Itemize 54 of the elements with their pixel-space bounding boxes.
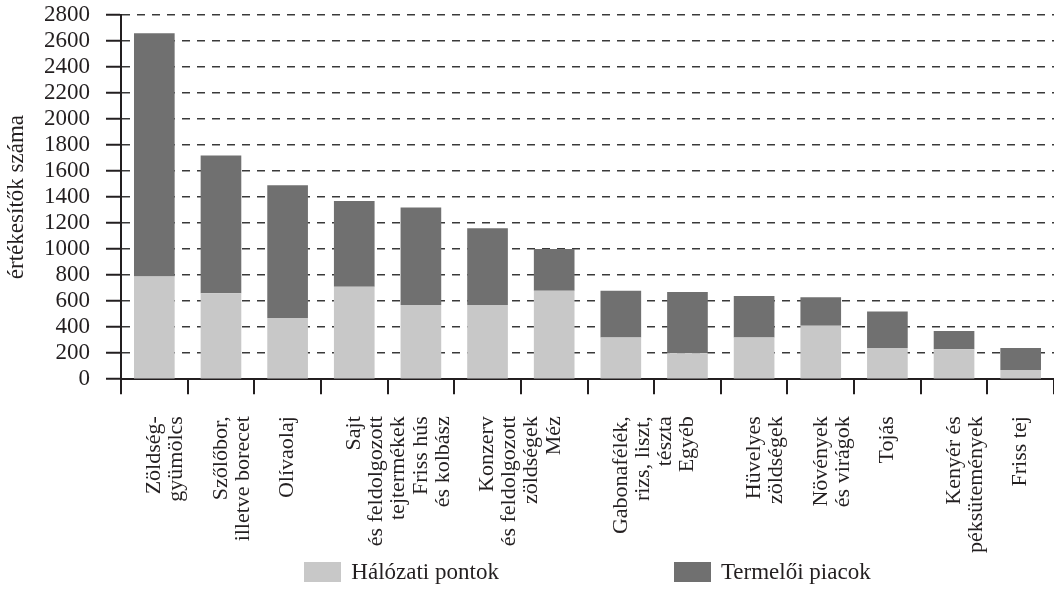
- bar: [134, 276, 175, 379]
- y-tick-label: 2000: [44, 105, 90, 131]
- y-axis-title: értékesítők száma: [2, 115, 28, 280]
- bar: [200, 155, 242, 294]
- bar: [667, 353, 708, 379]
- y-tick-label: 2800: [44, 1, 90, 27]
- bar: [467, 305, 508, 379]
- bar: [333, 200, 375, 287]
- bar: [134, 33, 175, 277]
- x-tick-label: Friss tej: [1006, 416, 1032, 487]
- y-tick-label: 400: [55, 313, 90, 339]
- bar: [400, 207, 442, 306]
- y-tick-label: 1400: [44, 183, 90, 209]
- x-tick-label: Hüvelyes zöldségek: [739, 416, 787, 505]
- bar: [467, 228, 508, 306]
- bar: [400, 305, 442, 379]
- bar: [333, 286, 375, 379]
- legend-label: Hálózati pontok: [351, 559, 499, 585]
- bar: [867, 311, 908, 348]
- bar: [733, 295, 775, 338]
- x-tick-label: Tojás: [873, 416, 899, 464]
- bar: [600, 337, 642, 379]
- x-tick-label: Sajt és feldolgozott tejtermékek: [340, 416, 410, 547]
- y-tick-label: 2200: [44, 79, 90, 105]
- y-tick-label: 800: [55, 261, 90, 287]
- y-tick-label: 0: [78, 365, 90, 391]
- bar: [533, 249, 575, 291]
- bar: [200, 293, 242, 379]
- y-tick-label: 1600: [44, 157, 90, 183]
- x-tick-label: Gabonafélék, rizs, liszt, tészta: [606, 415, 676, 535]
- y-tick-label: 2600: [44, 27, 90, 53]
- legend-label: Termelői piacok: [720, 559, 871, 585]
- x-tick-label: Olívaolaj: [273, 416, 299, 499]
- bar: [1000, 347, 1042, 371]
- y-tick-label: 1000: [44, 235, 90, 261]
- bar: [933, 331, 975, 350]
- bar: [800, 297, 842, 326]
- bar: [867, 347, 908, 379]
- y-tick-label: 600: [55, 287, 90, 313]
- x-tick-label: Egyéb: [673, 416, 699, 473]
- bar: [1000, 370, 1042, 379]
- bar: [800, 325, 842, 379]
- x-tick-label: Zöldség- gyümölcs: [140, 416, 188, 502]
- bar: [733, 337, 775, 379]
- bar: [267, 185, 308, 319]
- bar: [533, 290, 575, 379]
- y-tick-label: 200: [55, 339, 90, 365]
- bar: [267, 318, 308, 379]
- bar: [933, 349, 975, 379]
- y-tick-label: 1800: [44, 131, 90, 157]
- bar: [600, 290, 642, 338]
- y-tick-label: 1200: [44, 209, 90, 235]
- bar: [667, 292, 708, 354]
- y-tick-label: 2400: [44, 53, 90, 79]
